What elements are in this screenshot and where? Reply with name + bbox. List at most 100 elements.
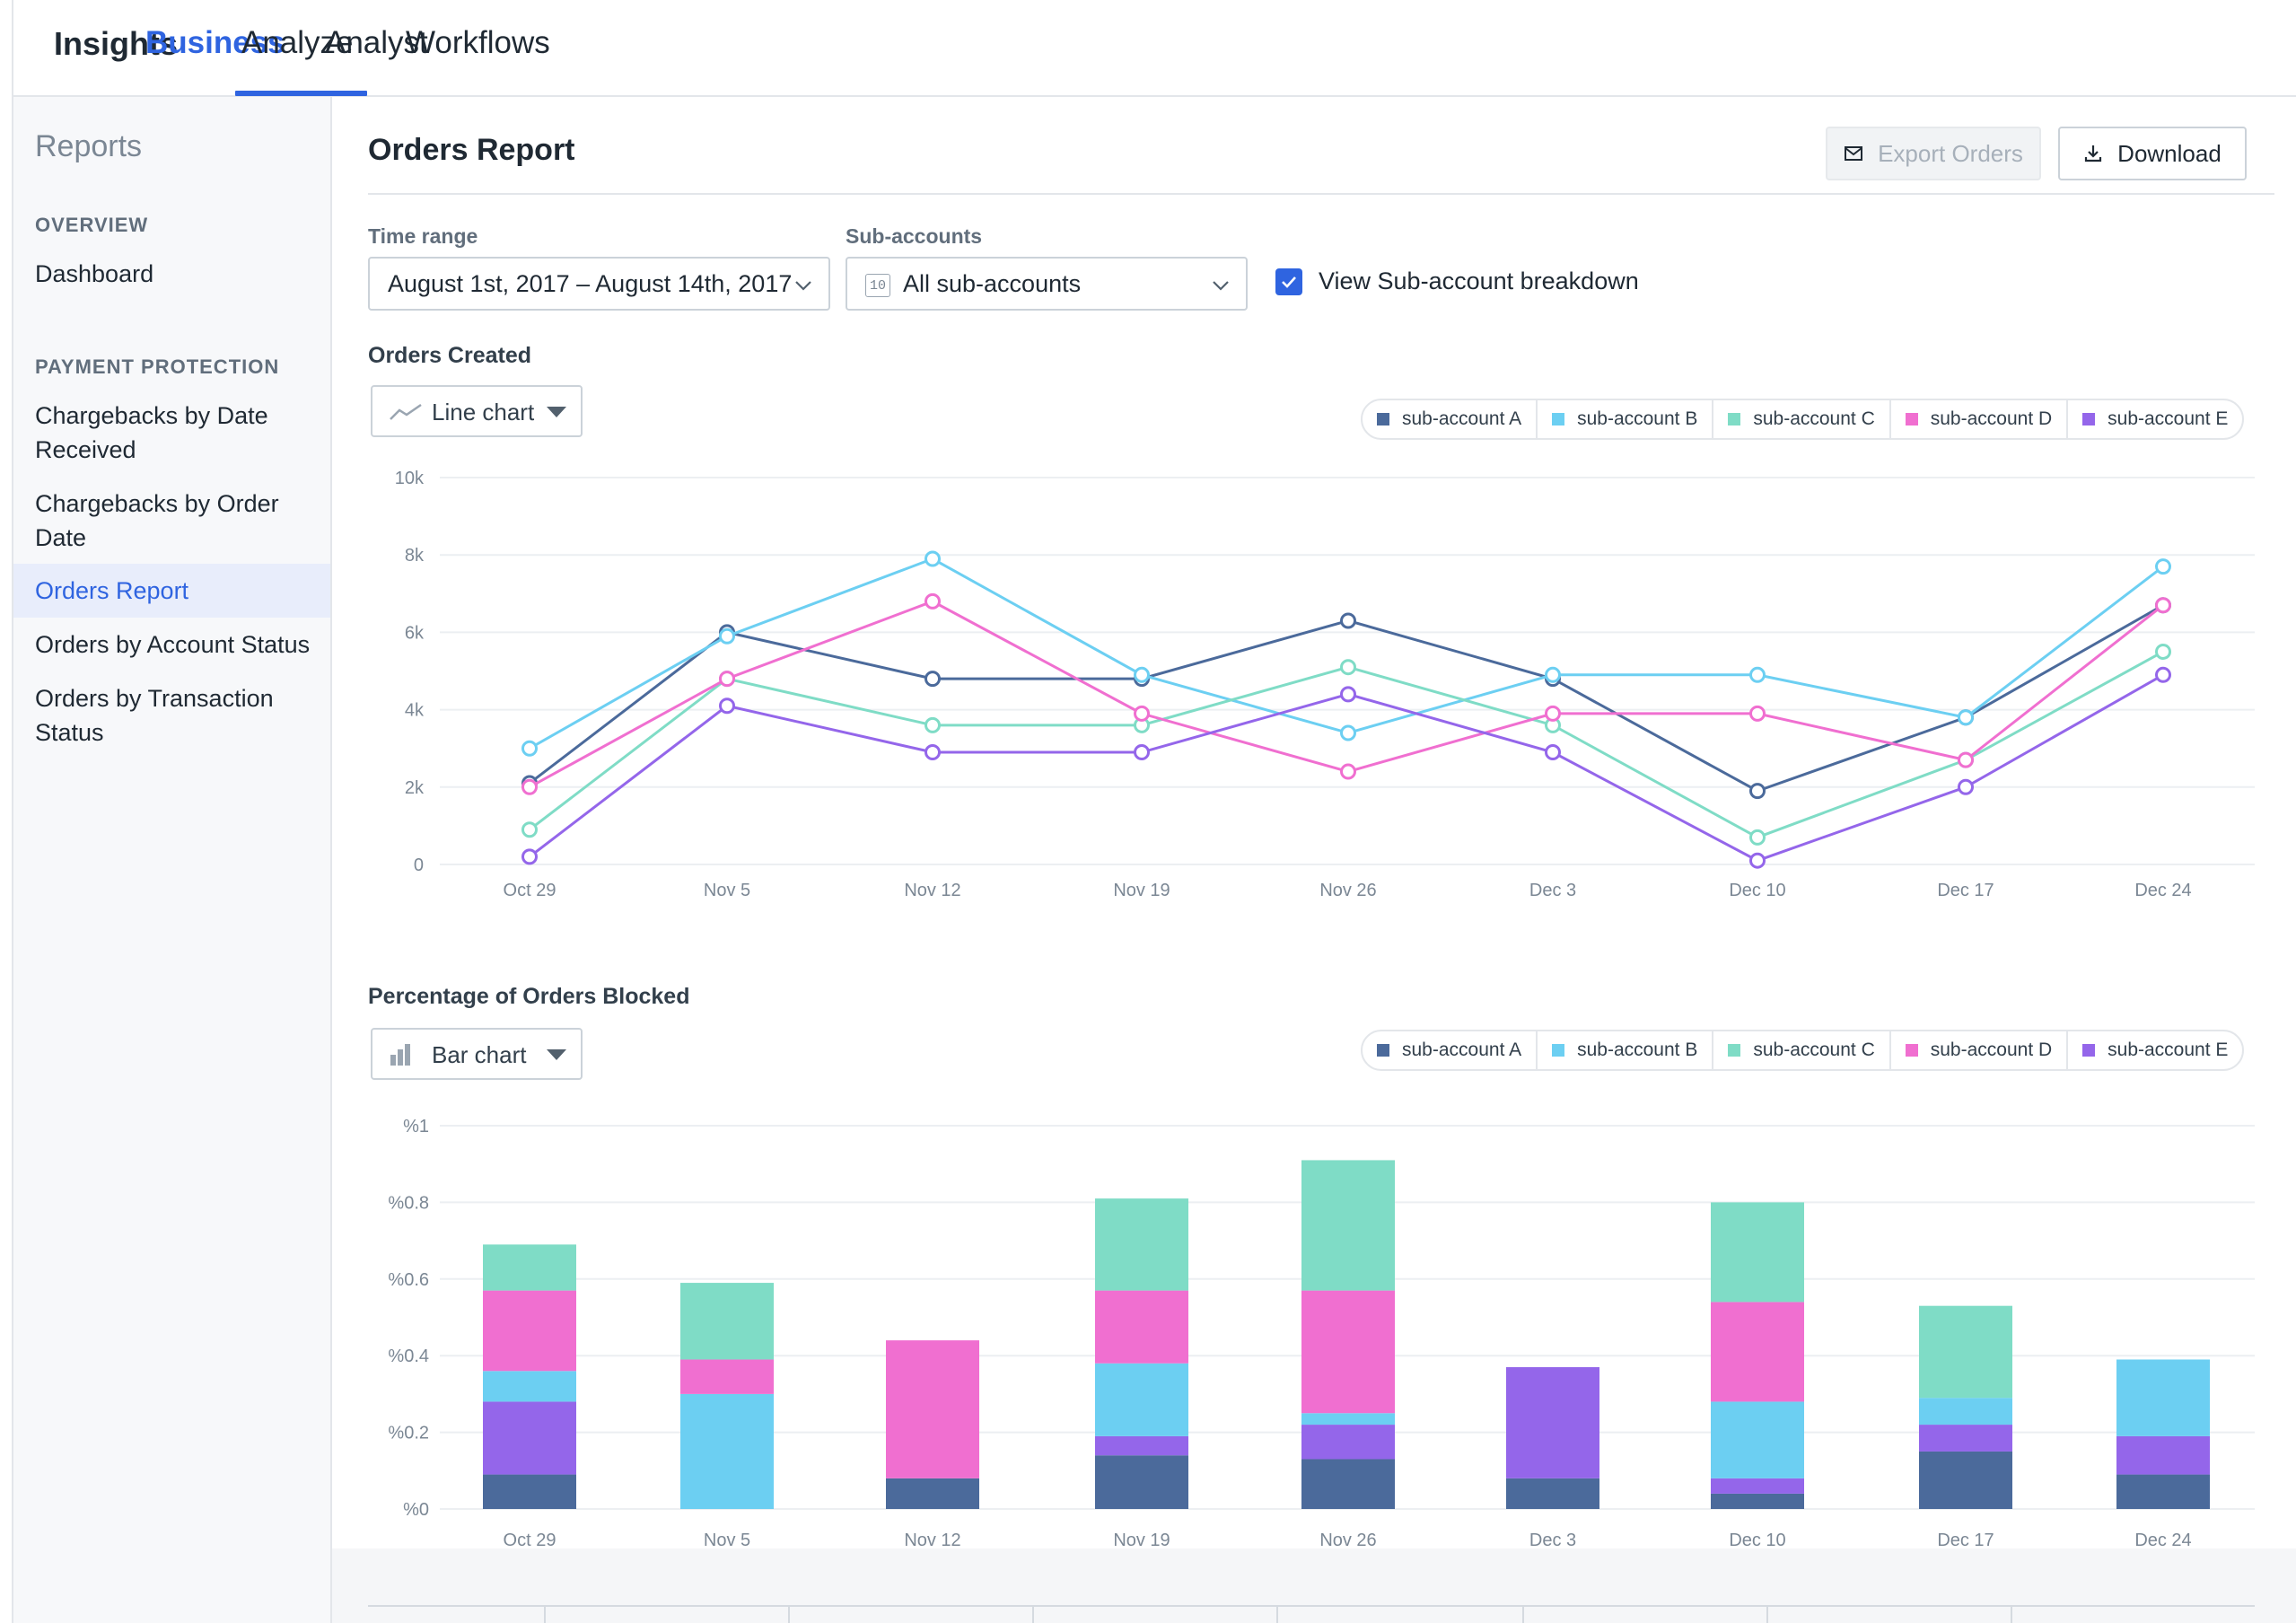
y-tick-label: %0.8 [388,1193,429,1213]
sidebar-item-dashboard[interactable]: Dashboard [35,260,154,287]
legend-swatch [2082,413,2096,425]
bar-segment [680,1359,774,1394]
legend-swatch [1377,413,1389,425]
legend-swatch [1905,1044,1918,1057]
legend-item-a[interactable]: sub-account A [1363,1031,1538,1069]
x-tick-label: Nov 26 [1319,881,1376,900]
legend-label: sub-account C [1753,408,1875,429]
data-point [1340,724,1356,741]
data-point [1749,829,1766,846]
legend-label: sub-account D [1930,1040,2053,1060]
orders-blocked-chart-type-select[interactable]: Bar chart [371,1028,583,1080]
title-divider [368,193,2274,195]
bar-segment [1095,1290,1188,1364]
table-column-divider [2011,1607,2012,1623]
bar-segment [2116,1474,2210,1509]
data-point [925,550,941,567]
bar-segment [1919,1425,2012,1452]
legend-swatch [1377,1044,1389,1057]
sidebar-section-overview: OVERVIEW [35,214,149,236]
data-point [1749,705,1766,722]
subaccount-breakdown-toggle[interactable]: View Sub-account breakdown [1275,268,1639,295]
bar-segment [1301,1459,1395,1509]
envelope-icon [1845,146,1863,161]
bar-segment [1711,1493,1804,1509]
sidebar-active-highlight [13,564,330,618]
x-tick-label: Dec 3 [1529,881,1576,900]
y-tick-label: 0 [414,855,424,875]
sidebar-item-orders-by-transaction-status[interactable]: Orders by Transaction Status [35,685,274,746]
orders-created-legend: sub-account A sub-account B sub-account … [1361,399,2245,440]
breakdown-checkbox[interactable] [1275,268,1302,295]
active-tab-indicator [235,91,367,96]
sidebar-item-orders-by-account-status[interactable]: Orders by Account Status [35,631,311,658]
checkmark-icon [1282,276,1296,288]
x-tick-label: Nov 19 [1113,1531,1170,1550]
time-range-label: Time range [368,224,478,248]
legend-swatch [1905,413,1918,425]
table-column-divider [1032,1607,1034,1623]
bar-segment [1301,1413,1395,1426]
legend-item-a[interactable]: sub-account A [1363,400,1538,438]
download-button[interactable]: Download [2058,127,2247,180]
y-tick-label: %0.2 [388,1424,429,1443]
legend-label: sub-account A [1402,408,1522,429]
data-point [1749,852,1766,869]
tab-analyst[interactable]: Analyst [325,25,428,60]
legend-item-d[interactable]: sub-account D [1891,1031,2069,1069]
y-tick-label: %0.6 [388,1270,429,1290]
tab-analyze[interactable]: Analyze [241,25,354,60]
download-icon [2085,145,2102,162]
export-orders-button[interactable]: Export Orders [1826,127,2041,180]
bar-segment [1506,1367,1599,1478]
data-point [2155,558,2171,575]
legend-item-b[interactable]: sub-account B [1538,1031,1714,1069]
download-label: Download [2117,139,2222,167]
legend-item-e[interactable]: sub-account E [2068,400,2242,438]
page-title: Orders Report [368,133,575,167]
report-table-header [368,1605,2255,1623]
bar-segment [1095,1198,1188,1291]
tab-business[interactable]: Business [145,25,285,60]
bar-segment [680,1283,774,1360]
y-tick-label: 6k [405,623,425,643]
data-point [2155,643,2171,660]
window-left-border [12,0,13,1623]
tab-workflows[interactable]: Workflows [406,25,550,60]
brand-title: Insights [54,25,179,62]
data-point [925,671,941,688]
data-point [719,671,735,688]
subaccounts-select[interactable]: 10 All sub-accounts [846,257,1248,311]
bar-segment [886,1478,979,1509]
x-tick-label: Dec 17 [1937,881,1994,900]
sidebar-item-chargebacks-by-order-date[interactable]: Chargebacks by Order Date [35,490,279,551]
bar-segment [1711,1401,1804,1478]
bar-segment [1506,1478,1599,1509]
breakdown-label: View Sub-account breakdown [1319,268,1639,294]
orders-created-chart-type-select[interactable]: Line chart [371,385,583,437]
legend-item-b[interactable]: sub-account B [1538,400,1714,438]
bar-segment [1919,1398,2012,1426]
data-point [1545,705,1561,722]
sidebar-item-chargebacks-by-date-received[interactable]: Chargebacks by Date Received [35,402,268,463]
legend-item-e[interactable]: sub-account E [2068,1031,2242,1069]
legend-item-c[interactable]: sub-account C [1713,1031,1891,1069]
table-column-divider [1766,1607,1768,1623]
time-range-select[interactable]: August 1st, 2017 – August 14th, 2017 [368,257,830,311]
x-tick-label: Nov 12 [904,1531,960,1550]
subaccounts-label: Sub-accounts [846,224,983,248]
data-point [1340,659,1356,676]
sidebar-item-orders-report[interactable]: Orders Report [35,577,189,604]
legend-swatch [1552,1044,1565,1057]
caret-down-icon [547,407,566,417]
bar-segment [483,1371,576,1402]
legend-item-d[interactable]: sub-account D [1891,400,2069,438]
bar-segment [483,1244,576,1291]
x-tick-label: Oct 29 [504,1531,556,1550]
line-chart-icon [390,403,422,420]
chart-type-label: Bar chart [432,1041,527,1068]
export-orders-label: Export Orders [1878,139,2023,167]
legend-item-c[interactable]: sub-account C [1713,400,1891,438]
